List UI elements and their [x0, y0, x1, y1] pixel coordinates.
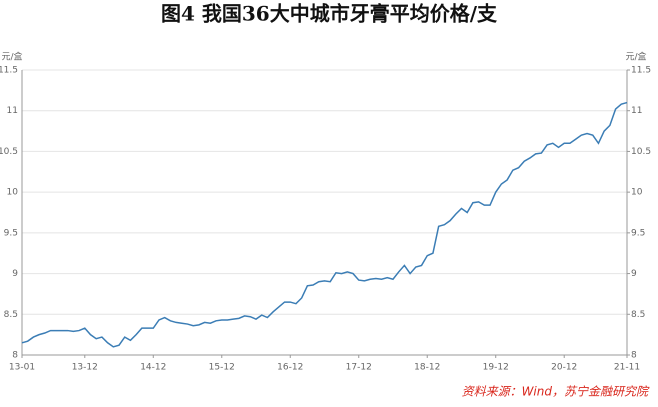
y-tick-label: 8 [12, 351, 18, 361]
y2-tick-label: 10.5 [631, 147, 651, 157]
x-tick-label: 13-01 [9, 363, 35, 373]
y2-axis-label: 元/盒 [625, 51, 646, 63]
data-line [21, 101, 628, 348]
x-tick-label: 21-11 [614, 363, 640, 373]
y-tick-label: 8.5 [4, 310, 18, 320]
x-tick-label: 17-12 [346, 363, 372, 373]
y2-tick-label: 8.5 [631, 310, 645, 320]
y-tick-label: 11 [7, 106, 18, 116]
x-tick-label: 13-12 [72, 363, 98, 373]
x-tick-label: 16-12 [277, 363, 303, 373]
y-tick-label: 9.5 [4, 228, 18, 238]
y-tick-label: 10.5 [0, 147, 18, 157]
x-tick-label: 14-12 [140, 363, 166, 373]
source-note: 资料来源：Wind，苏宁金融研究院 [462, 385, 650, 399]
y2-tick-label: 9.5 [631, 228, 645, 238]
y2-tick-label: 11.5 [631, 66, 651, 76]
y-tick-label: 10 [7, 188, 19, 198]
x-tick-label: 15-12 [209, 363, 235, 373]
x-tick-label: 19-12 [483, 363, 509, 373]
x-tick-label: 20-12 [551, 363, 577, 373]
y-tick-label: 11.5 [0, 66, 18, 76]
y-axis-label: 元/盒 [1, 51, 22, 63]
y2-tick-label: 11 [631, 106, 642, 116]
y2-tick-label: 10 [631, 188, 643, 198]
y2-tick-label: 8 [631, 351, 637, 361]
y-tick-label: 9 [12, 269, 18, 279]
y2-tick-label: 9 [631, 269, 637, 279]
chart-title: 图4 我国36大中城市牙膏平均价格/支 [161, 2, 498, 26]
x-tick-label: 18-12 [414, 363, 440, 373]
